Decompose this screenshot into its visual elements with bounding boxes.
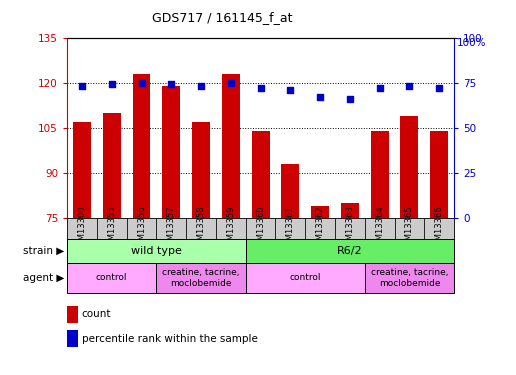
- Point: [286, 87, 295, 93]
- Bar: [67, 264, 156, 292]
- Point: [167, 81, 175, 87]
- Bar: [246, 239, 454, 264]
- Point: [78, 83, 86, 89]
- Text: R6/2: R6/2: [337, 246, 363, 256]
- Text: strain ▶: strain ▶: [23, 246, 64, 256]
- Bar: [395, 218, 424, 239]
- Bar: [276, 218, 305, 239]
- Bar: [335, 218, 365, 239]
- Point: [346, 96, 354, 102]
- Text: GSM13300: GSM13300: [77, 206, 87, 251]
- Text: creatine, tacrine,
moclobemide: creatine, tacrine, moclobemide: [163, 268, 240, 288]
- Bar: [341, 203, 359, 375]
- Bar: [156, 264, 246, 292]
- Bar: [163, 86, 180, 375]
- Bar: [365, 264, 454, 292]
- Text: GSM13359: GSM13359: [227, 206, 235, 251]
- Bar: [370, 131, 389, 375]
- Point: [108, 81, 116, 87]
- Bar: [67, 218, 97, 239]
- Point: [376, 85, 384, 91]
- Text: GSM13366: GSM13366: [434, 206, 444, 252]
- Point: [197, 83, 205, 89]
- Bar: [126, 218, 156, 239]
- Bar: [186, 218, 216, 239]
- Bar: [400, 116, 418, 375]
- Point: [137, 80, 146, 86]
- Bar: [103, 113, 121, 375]
- Point: [256, 85, 265, 91]
- Text: creatine, tacrine,
moclobemide: creatine, tacrine, moclobemide: [370, 268, 448, 288]
- Text: GSM13361: GSM13361: [286, 206, 295, 251]
- Bar: [365, 218, 395, 239]
- Text: control: control: [289, 273, 321, 282]
- Bar: [430, 131, 448, 375]
- Text: GDS717 / 161145_f_at: GDS717 / 161145_f_at: [152, 11, 292, 24]
- Text: GSM13364: GSM13364: [375, 206, 384, 251]
- Text: GSM13358: GSM13358: [197, 206, 205, 251]
- Text: count: count: [82, 309, 111, 319]
- Bar: [246, 218, 276, 239]
- Text: agent ▶: agent ▶: [23, 273, 64, 283]
- Text: GSM13360: GSM13360: [256, 206, 265, 251]
- Bar: [311, 206, 329, 375]
- Bar: [156, 218, 186, 239]
- Text: GSM13365: GSM13365: [405, 206, 414, 251]
- Bar: [246, 264, 365, 292]
- Text: GSM13363: GSM13363: [345, 206, 354, 252]
- Bar: [424, 218, 454, 239]
- Point: [405, 83, 413, 89]
- Bar: [281, 164, 299, 375]
- Bar: [252, 131, 269, 375]
- Text: 100%: 100%: [457, 38, 486, 48]
- Text: percentile rank within the sample: percentile rank within the sample: [82, 334, 257, 344]
- Point: [227, 80, 235, 86]
- Text: GSM13356: GSM13356: [137, 206, 146, 251]
- Text: GSM13357: GSM13357: [167, 206, 176, 251]
- Bar: [73, 122, 91, 375]
- Bar: [133, 74, 151, 375]
- Bar: [305, 218, 335, 239]
- Bar: [192, 122, 210, 375]
- Bar: [216, 218, 246, 239]
- Text: wild type: wild type: [131, 246, 182, 256]
- Point: [435, 85, 443, 91]
- Bar: [222, 74, 240, 375]
- Bar: [67, 239, 246, 264]
- Point: [316, 94, 324, 100]
- Text: GSM13362: GSM13362: [316, 206, 325, 251]
- Bar: [97, 218, 126, 239]
- Text: GSM13355: GSM13355: [107, 206, 116, 251]
- Text: control: control: [96, 273, 127, 282]
